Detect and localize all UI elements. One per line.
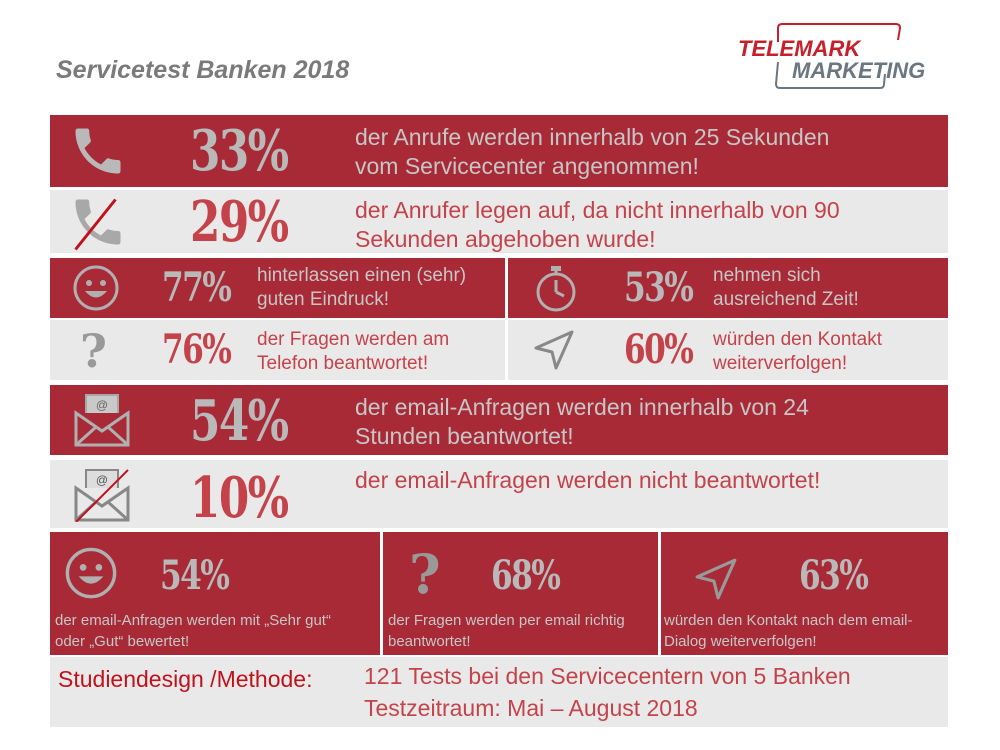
stat-row-email-unanswered: @ 10% der email-Anfragen werden nicht be… (50, 460, 948, 528)
stat-text: der Anrufe werden innerhalb von 25 Sekun… (355, 123, 829, 181)
stat-percent: 54% (190, 388, 289, 454)
stat-text: würden den Kontakt weiterverfolgen! (713, 328, 882, 376)
stat-text-line2: beantwortet! (388, 633, 471, 650)
study-design-footer: Studiendesign /Methode: 121 Tests bei de… (50, 657, 948, 727)
svg-text:@: @ (96, 473, 108, 487)
stat-text: der email-Anfragen werden nicht beantwor… (355, 466, 820, 495)
page-title: Servicetest Banken 2018 (56, 56, 350, 84)
telemark-logo: TELEMARK MARKETING (730, 22, 955, 94)
stat-text-line2: Dialog weiterverfolgen! (664, 633, 817, 650)
stat-text-line2: weiterverfolgen! (713, 352, 848, 374)
stat-text-line2: vom Servicecenter angenommen! (355, 152, 699, 179)
stat-cell-time: 53% nehmen sich ausreichend Zeit! (508, 258, 948, 318)
stat-text-line2: oder „Gut“ bewertet! (55, 633, 190, 650)
stat-text: der Fragen werden am Telefon beantwortet! (257, 328, 449, 376)
stat-percent: 77% (162, 264, 232, 311)
stat-text-line2: ausreichend Zeit! (713, 288, 859, 310)
stat-text-line2: Sekunden abgehoben wurde! (355, 225, 656, 252)
question-icon: ? (80, 324, 107, 378)
stat-text-line2: Telefon beantwortet! (257, 352, 429, 374)
study-design-line2: Testzeitraum: Mai – August 2018 (364, 695, 698, 721)
stat-text-line1: würden den Kontakt (713, 329, 883, 350)
study-design-line1: 121 Tests bei den Servicecentern von 5 B… (364, 663, 851, 689)
stat-cell-email-follow-up: 63% würden den Kontakt nach dem email- Di… (661, 532, 948, 655)
stat-text-line1: der Anrufe werden innerhalb von 25 Sekun… (355, 124, 830, 150)
stopwatch-icon (536, 266, 576, 312)
stat-text-line1: würden den Kontakt nach dem email- (664, 612, 913, 629)
smiley-icon (65, 547, 117, 599)
stat-text-line1: der email-Anfragen werden mit „Sehr gut“ (55, 612, 331, 629)
stat-percent: 60% (624, 326, 694, 373)
stat-text-line1: der email-Anfragen werden innerhalb von … (355, 394, 809, 420)
stat-percent: 29% (190, 189, 289, 255)
stat-cell-follow-up: 60% würden den Kontakt weiterverfolgen! (508, 320, 948, 380)
question-icon: ? (409, 542, 441, 606)
navigation-arrow-icon (534, 330, 574, 370)
stat-text-line1: der Fragen werden per email richtig (388, 612, 625, 629)
stat-text-line2: guten Eindruck! (257, 288, 390, 310)
stat-cell-email-rating: 54% der email-Anfragen werden mit „Sehr … (50, 532, 380, 655)
stat-cell-questions-answered: ? 76% der Fragen werden am Telefon beantw… (50, 320, 505, 380)
stat-row-calls-abandoned: 29% der Anrufer legen auf, da nicht inne… (50, 190, 948, 253)
stat-percent: 63% (799, 552, 869, 599)
stat-percent: 68% (491, 552, 561, 599)
stat-row-email-answered: @ 54% der email-Anfragen werden innerhal… (50, 385, 948, 455)
logo-line1: TELEMARK (738, 36, 861, 61)
stat-text: hinterlassen einen (sehr) guten Eindruck! (257, 264, 466, 312)
stat-cell-impression: 77% hinterlassen einen (sehr) guten Eindr… (50, 258, 505, 318)
smiley-icon (73, 265, 119, 311)
stat-text: würden den Kontakt nach dem email- Dialog… (664, 610, 912, 652)
stat-text: der email-Anfragen werden innerhalb von … (355, 393, 809, 451)
stat-text: der Anrufer legen auf, da nicht innerhal… (355, 196, 840, 254)
stat-text-line1: der Fragen werden am (257, 329, 450, 350)
study-design-label: Studiendesign /Methode: (58, 666, 313, 692)
stat-text-line1: nehmen sich (713, 265, 821, 286)
phone-crossed-icon (74, 198, 121, 251)
phone-icon (75, 128, 121, 174)
stat-text-line1: hinterlassen einen (sehr) (257, 265, 467, 286)
stat-text: der email-Anfragen werden mit „Sehr gut“… (55, 610, 331, 652)
email-crossed-icon: @ (74, 469, 130, 522)
logo-line2: MARKETING (792, 58, 926, 83)
stat-text: der Fragen werden per email richtig beant… (388, 610, 625, 652)
stat-text-line1: der Anrufer legen auf, da nicht innerhal… (355, 197, 840, 223)
stat-cell-email-correct: ? 68% der Fragen werden per email richti… (383, 532, 658, 655)
svg-text:@: @ (96, 398, 108, 412)
stat-percent: 54% (160, 552, 230, 599)
stat-text: nehmen sich ausreichend Zeit! (713, 264, 859, 312)
email-icon: @ (74, 394, 130, 447)
stat-percent: 53% (624, 264, 694, 311)
stat-row-calls-answered: 33% der Anrufe werden innerhalb von 25 S… (50, 115, 948, 187)
stat-text-line1: der email-Anfragen werden nicht beantwor… (355, 467, 821, 493)
stat-percent: 10% (190, 465, 289, 531)
stat-percent: 33% (190, 118, 289, 184)
stat-percent: 76% (162, 326, 232, 373)
stat-text-line2: Stunden beantwortet! (355, 422, 574, 449)
navigation-arrow-icon (695, 558, 737, 600)
